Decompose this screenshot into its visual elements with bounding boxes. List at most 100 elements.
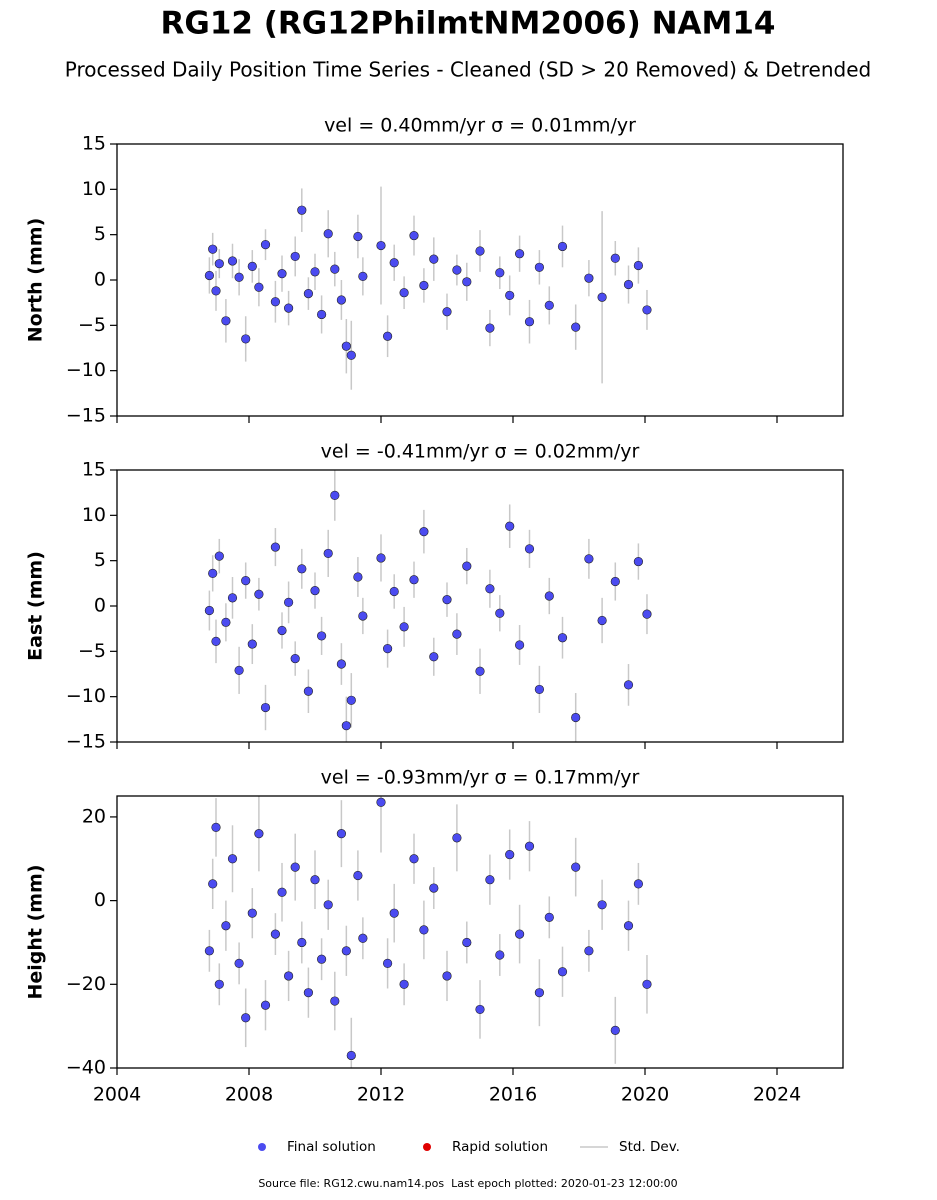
data-point <box>234 958 244 968</box>
y-tick-label: 20 <box>82 805 106 827</box>
data-point <box>376 553 386 563</box>
data-point <box>303 289 314 299</box>
data-point <box>330 264 340 274</box>
data-point <box>485 875 495 885</box>
data-point <box>633 556 644 567</box>
data-point <box>247 639 257 649</box>
data-point <box>297 205 307 215</box>
data-point <box>495 608 505 618</box>
data-point <box>214 259 224 269</box>
y-tick-label: 15 <box>82 459 106 481</box>
data-point <box>260 702 271 713</box>
y-tick-label: −5 <box>78 314 106 336</box>
data-point <box>323 900 333 910</box>
y-tick-label: 5 <box>94 549 106 571</box>
data-point <box>623 279 634 290</box>
data-point <box>419 527 429 537</box>
data-point <box>623 921 634 931</box>
data-point <box>346 1050 356 1061</box>
data-point <box>524 841 535 851</box>
data-point <box>211 286 221 296</box>
data-point <box>462 277 472 287</box>
figure-subtitle: Processed Daily Position Time Series - C… <box>65 58 871 82</box>
data-point <box>442 971 452 981</box>
data-point <box>241 1013 251 1023</box>
x-tick-label: 2004 <box>93 1084 141 1106</box>
data-point <box>317 309 327 320</box>
data-point <box>505 290 515 301</box>
data-point <box>376 240 386 251</box>
data-point <box>610 1025 620 1035</box>
data-layer <box>204 186 652 390</box>
data-point <box>346 695 356 705</box>
x-tick-label: 2008 <box>225 1084 273 1106</box>
data-point <box>514 249 525 259</box>
data-point <box>495 950 505 960</box>
data-point <box>557 633 568 643</box>
data-point <box>557 241 568 252</box>
data-point <box>260 1000 271 1010</box>
data-point <box>383 644 393 654</box>
data-point <box>597 615 607 626</box>
data-point <box>442 595 452 605</box>
data-point <box>571 712 581 723</box>
data-point <box>544 912 554 922</box>
panel-title: vel = 0.40mm/yr σ = 0.01mm/yr <box>324 115 636 137</box>
data-point <box>208 244 218 254</box>
panel-title: vel = -0.41mm/yr σ = 0.02mm/yr <box>321 441 640 463</box>
data-point <box>524 317 535 327</box>
data-point <box>534 262 545 272</box>
data-point <box>452 629 462 639</box>
data-point <box>353 572 363 582</box>
data-point <box>341 946 351 956</box>
data-point <box>284 597 294 607</box>
data-point <box>284 303 294 313</box>
y-tick-label: −15 <box>66 731 106 753</box>
data-point <box>297 937 307 948</box>
data-point <box>514 640 525 650</box>
data-point <box>208 568 218 578</box>
data-layer <box>204 796 652 1068</box>
data-point <box>353 870 363 881</box>
data-point <box>557 967 568 977</box>
data-point <box>584 554 594 564</box>
y-tick-label: 15 <box>82 133 106 155</box>
data-point <box>462 937 472 948</box>
data-point <box>623 680 634 690</box>
data-layer <box>204 470 652 742</box>
data-point <box>270 542 281 552</box>
data-point <box>353 231 363 242</box>
data-point <box>211 822 221 832</box>
data-point <box>247 261 257 272</box>
legend-label: Std. Dev. <box>619 1139 680 1155</box>
y-axis-label: Height (mm) <box>25 864 47 999</box>
data-point <box>284 971 294 981</box>
data-point <box>208 879 218 889</box>
data-point <box>429 652 439 662</box>
y-tick-label: 5 <box>94 223 106 245</box>
data-point <box>221 617 231 627</box>
data-point <box>290 862 300 872</box>
data-point <box>429 883 439 893</box>
data-point <box>290 653 300 664</box>
data-point <box>442 307 452 317</box>
data-point <box>214 551 224 561</box>
data-point <box>475 1004 485 1015</box>
legend-label: Final solution <box>287 1139 376 1155</box>
data-point <box>310 875 320 885</box>
data-point <box>376 797 386 807</box>
data-point <box>389 258 399 268</box>
data-point <box>571 862 581 872</box>
data-point <box>462 561 472 571</box>
data-point <box>584 946 594 956</box>
data-point <box>452 265 462 275</box>
data-point <box>234 665 244 675</box>
data-point <box>310 585 320 596</box>
figure-title: RG12 (RG12PhilmtNM2006) NAM14 <box>161 6 776 42</box>
data-point <box>485 584 495 594</box>
data-point <box>277 269 287 279</box>
data-point <box>330 996 340 1006</box>
x-tick-label: 2020 <box>621 1084 669 1106</box>
plot-area: vel = -0.41mm/yr σ = 0.02mm/yr East (mm) −… <box>25 441 844 753</box>
data-point <box>277 625 287 636</box>
